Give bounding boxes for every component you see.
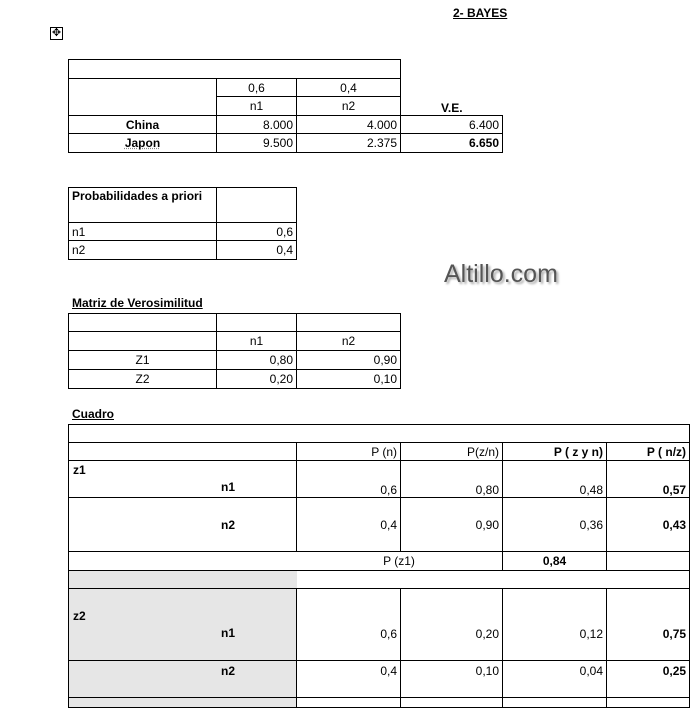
col-header: P (n): [296, 442, 401, 461]
table-row: z1 n1 0,6 0,80 0,48 0,57: [68, 460, 691, 498]
cell: 4.000: [295, 115, 402, 134]
table-row: z2 n1 0,6 0,20 0,12 0,75: [68, 588, 691, 661]
table-row: n2 0,4 0,90 0,36 0,43: [68, 497, 691, 552]
col-header: P ( z y n): [502, 442, 607, 461]
table-row: Z1 0,80 0,90: [68, 350, 401, 370]
cell: 0,57: [605, 460, 691, 498]
cell: 0,04: [502, 660, 607, 698]
cell: 6.650: [400, 133, 504, 153]
prob-n1: 0,6: [216, 78, 297, 97]
ve-header: V.E.: [400, 96, 503, 116]
cell: 0,4: [216, 240, 297, 260]
cell: 0,20: [216, 369, 297, 389]
total-value: 0,84: [502, 551, 607, 571]
payoff-table: 0,6 0,4 n1 n2 V.E. China 8.000 4.000 6.400 Jap…: [67, 59, 504, 153]
cell: 0,36: [502, 497, 607, 552]
watermark: Altillo.com: [444, 260, 558, 288]
cell: 8.000: [216, 115, 297, 134]
table-row: Z2 0,20 0,10: [68, 369, 401, 389]
move-handle-icon[interactable]: ✥: [50, 27, 63, 40]
row-label: n2: [68, 240, 217, 260]
table-row: n1 0,6: [68, 222, 297, 241]
row-label: Japon: [68, 133, 217, 153]
cell: 0,10: [296, 369, 401, 389]
row-label: n2: [68, 497, 297, 552]
cell: 0,4: [296, 497, 401, 552]
table-row: Japon 9.500 2.375 6.650: [68, 133, 504, 153]
col-header: n1: [216, 331, 297, 351]
cell: 0,25: [605, 660, 691, 698]
prob-n2: 0,4: [295, 78, 402, 97]
row-label: n1: [221, 480, 236, 494]
cell: 0,43: [605, 497, 691, 552]
cell: 0,48: [502, 460, 607, 498]
verosim-title: Matriz de Verosimilitud: [72, 296, 203, 310]
col-header: P(z/n): [400, 442, 503, 461]
cell: 9.500: [216, 133, 297, 153]
cell: 0,6: [296, 460, 401, 498]
cell: 0,4: [296, 660, 401, 698]
group-label: z2: [73, 609, 86, 623]
row-label: Z2: [68, 369, 217, 389]
cell: 0,12: [502, 588, 607, 661]
cuadro-title: Cuadro: [72, 407, 114, 421]
verosim-table: n1 n2 Z1 0,80 0,90 Z2 0,20 0,10: [68, 313, 401, 389]
cell: 0,6: [216, 222, 297, 241]
row-label: China: [68, 115, 217, 134]
row-label: n1: [221, 626, 236, 640]
col-header: P ( n/z): [605, 442, 691, 461]
cell: 0,90: [296, 350, 401, 370]
state-n1: n1: [216, 96, 297, 116]
cuadro-table: P (n) P(z/n) P ( z y n) P ( n/z) z1 n1 0,6 0,8…: [67, 424, 691, 708]
cell: 0,20: [400, 588, 503, 661]
cell: 0,75: [605, 588, 691, 661]
table-row: n2 0,4 0,10 0,04 0,25: [68, 660, 691, 698]
cell: 0,80: [216, 350, 297, 370]
group-label: z1: [73, 463, 86, 477]
cell: 0,6: [296, 588, 401, 661]
cell: 2.375: [295, 133, 402, 153]
cell: 6.400: [400, 115, 504, 134]
cell: 0,10: [400, 660, 503, 698]
row-label: Z1: [68, 350, 217, 370]
row-label: n1: [68, 222, 217, 241]
table-row: n2 0,4: [68, 240, 297, 260]
total-label: P (z1): [68, 551, 503, 571]
cell: 0,80: [400, 460, 503, 498]
state-n2: n2: [295, 96, 402, 116]
table-row: China 8.000 4.000 6.400: [68, 115, 504, 134]
row-label: n2: [68, 660, 297, 698]
cell: 0,90: [400, 497, 503, 552]
priori-header: Probabilidades a priori: [68, 187, 217, 223]
priori-table: Probabilidades a priori n1 0,6 n2 0,4: [68, 187, 297, 260]
col-header: n2: [296, 331, 401, 351]
page-title: 2- BAYES: [453, 6, 508, 20]
